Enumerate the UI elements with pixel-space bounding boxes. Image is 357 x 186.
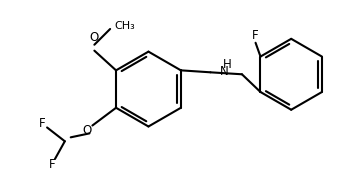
Text: F: F: [39, 117, 45, 130]
Text: CH₃: CH₃: [114, 21, 135, 31]
Text: N: N: [220, 65, 228, 78]
Text: O: O: [83, 124, 92, 137]
Text: F: F: [252, 29, 259, 42]
Text: F: F: [49, 158, 55, 171]
Text: H: H: [223, 58, 232, 71]
Text: O: O: [90, 31, 99, 44]
